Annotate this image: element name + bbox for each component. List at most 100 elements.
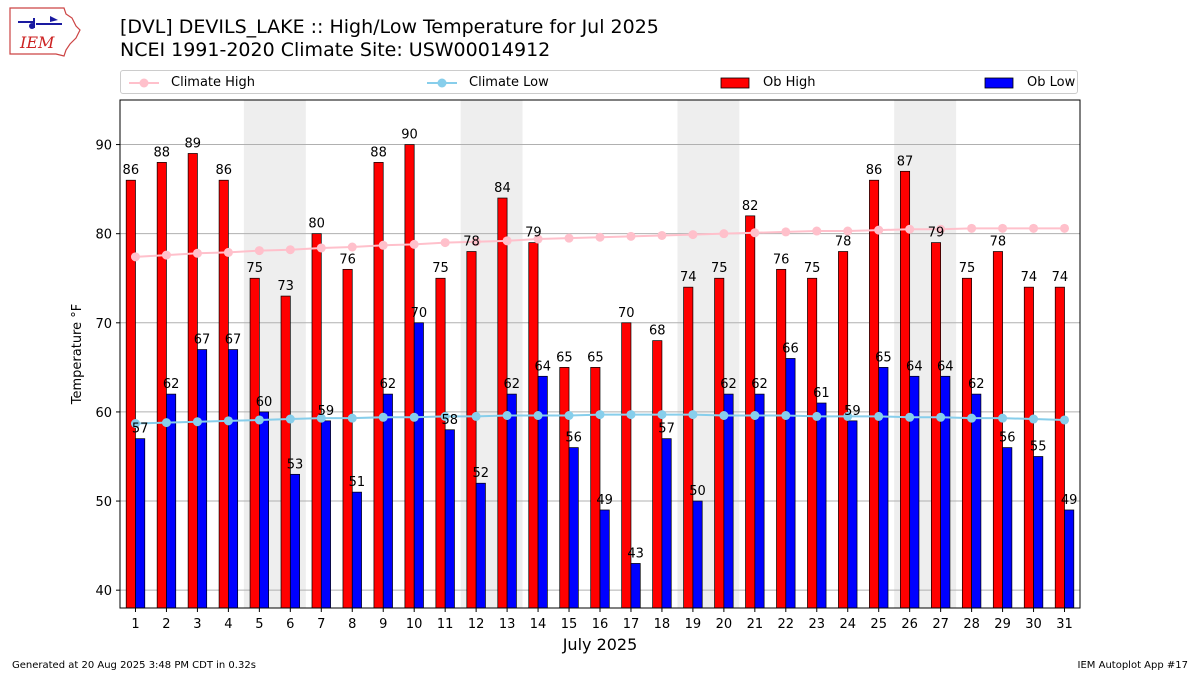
ob-low-label: 62 <box>503 377 520 392</box>
ob-high-bar <box>714 277 725 609</box>
ob-low-label: 62 <box>720 377 737 392</box>
ob-low-bar <box>568 447 579 609</box>
x-tick-label: 8 <box>348 617 356 632</box>
ob-high-bar <box>838 251 849 609</box>
ob-low-label: 62 <box>968 377 985 392</box>
climate-high-point <box>409 239 419 249</box>
ob-high-bar <box>497 197 508 609</box>
ob-low-bar <box>1002 447 1013 609</box>
climate-high-point <box>471 237 481 247</box>
ob-low-label: 70 <box>411 306 428 321</box>
x-tick-label: 20 <box>716 617 733 632</box>
climate-low-point <box>161 418 171 428</box>
legend-climate-low-marker <box>427 78 457 88</box>
climate-low-point <box>192 417 202 427</box>
climate-low-point <box>471 411 481 421</box>
ob-low-bar <box>847 420 858 609</box>
climate-high-point <box>285 245 295 255</box>
ob-high-label: 78 <box>463 235 480 250</box>
climate-high-point <box>254 246 264 256</box>
climate-high-point <box>502 236 512 246</box>
x-tick-label: 7 <box>317 617 325 632</box>
ob-high-label: 79 <box>525 226 542 241</box>
ob-high-label: 86 <box>866 163 883 178</box>
ob-low-bar <box>909 375 920 609</box>
chart-legend: Climate High Climate Low Ob High Ob Low <box>120 70 1078 94</box>
ob-low-bar <box>971 393 982 609</box>
y-tick-label: 90 <box>95 139 112 154</box>
ob-low-bar <box>444 429 455 609</box>
ob-high-label: 88 <box>370 145 387 160</box>
ob-low-label: 58 <box>442 413 459 428</box>
legend-label: Ob Low <box>1027 75 1076 90</box>
legend-label: Climate High <box>171 75 256 90</box>
ob-high-bar <box>218 179 229 609</box>
ob-high-label: 65 <box>556 350 573 365</box>
ob-low-label: 50 <box>689 484 706 499</box>
ob-low-label: 49 <box>596 493 613 508</box>
climate-low-point <box>626 410 636 420</box>
ob-low-bar <box>630 563 641 609</box>
x-tick-label: 13 <box>499 617 516 632</box>
climate-high-point <box>719 229 729 239</box>
y-tick-label: 50 <box>95 495 112 510</box>
climate-high-point <box>843 226 853 236</box>
ob-low-label: 62 <box>751 377 768 392</box>
ob-low-bar <box>382 393 393 609</box>
x-tick-label: 29 <box>994 617 1011 632</box>
climate-low-point <box>936 412 946 422</box>
ob-low-label: 55 <box>1030 439 1047 454</box>
climate-high-point <box>378 240 388 250</box>
ob-high-bar <box>1054 286 1065 609</box>
climate-high-point <box>657 230 667 240</box>
generated-note: Generated at 20 Aug 2025 3:48 PM CDT in … <box>12 660 256 671</box>
x-tick-label: 18 <box>654 617 671 632</box>
x-tick-label: 17 <box>623 617 640 632</box>
climate-low-point <box>409 412 419 422</box>
x-tick-label: 10 <box>406 617 423 632</box>
ob-low-label: 65 <box>875 350 892 365</box>
climate-low-point <box>719 410 729 420</box>
ob-high-label: 75 <box>246 261 263 276</box>
ob-high-bar <box>125 179 136 609</box>
climate-high-point <box>688 230 698 240</box>
climate-low-point <box>998 413 1008 423</box>
ob-low-bar <box>289 473 300 609</box>
ob-low-label: 67 <box>225 333 242 348</box>
ob-low-label: 66 <box>782 341 799 356</box>
ob-high-bar <box>280 295 291 609</box>
x-tick-label: 26 <box>901 617 918 632</box>
ob-high-bar <box>187 153 198 609</box>
climate-low-point <box>595 410 605 420</box>
ob-low-label: 43 <box>627 546 644 561</box>
ob-high-label: 65 <box>587 350 604 365</box>
ob-high-bar <box>683 286 694 609</box>
logo-text: IEM <box>19 33 55 52</box>
climate-low-point <box>502 410 512 420</box>
ob-high-bar <box>342 268 353 609</box>
x-tick-label: 2 <box>162 617 170 632</box>
x-tick-label: 1 <box>131 617 139 632</box>
ob-low-bar <box>661 438 672 609</box>
chart-title: [DVL] DEVILS_LAKE :: High/Low Temperatur… <box>120 16 659 62</box>
ob-low-bar <box>413 322 424 609</box>
x-tick-label: 4 <box>224 617 232 632</box>
climate-high-point <box>967 223 977 233</box>
climate-low-point <box>1029 414 1039 424</box>
x-tick-label: 14 <box>530 617 547 632</box>
ob-low-bar <box>1033 456 1044 609</box>
climate-high-point <box>812 226 822 236</box>
ob-high-label: 88 <box>154 145 171 160</box>
ob-low-label: 57 <box>658 422 675 437</box>
ob-low-label: 59 <box>844 404 861 419</box>
ob-high-bar <box>466 251 477 609</box>
climate-low-point <box>378 412 388 422</box>
ob-high-label: 79 <box>928 226 945 241</box>
ob-high-label: 86 <box>215 163 232 178</box>
ob-high-label: 89 <box>184 136 201 151</box>
ob-low-label: 67 <box>194 333 211 348</box>
ob-high-label: 75 <box>804 261 821 276</box>
ob-low-label: 57 <box>132 422 149 437</box>
ob-low-label: 56 <box>565 431 582 446</box>
climate-low-point <box>564 410 574 420</box>
